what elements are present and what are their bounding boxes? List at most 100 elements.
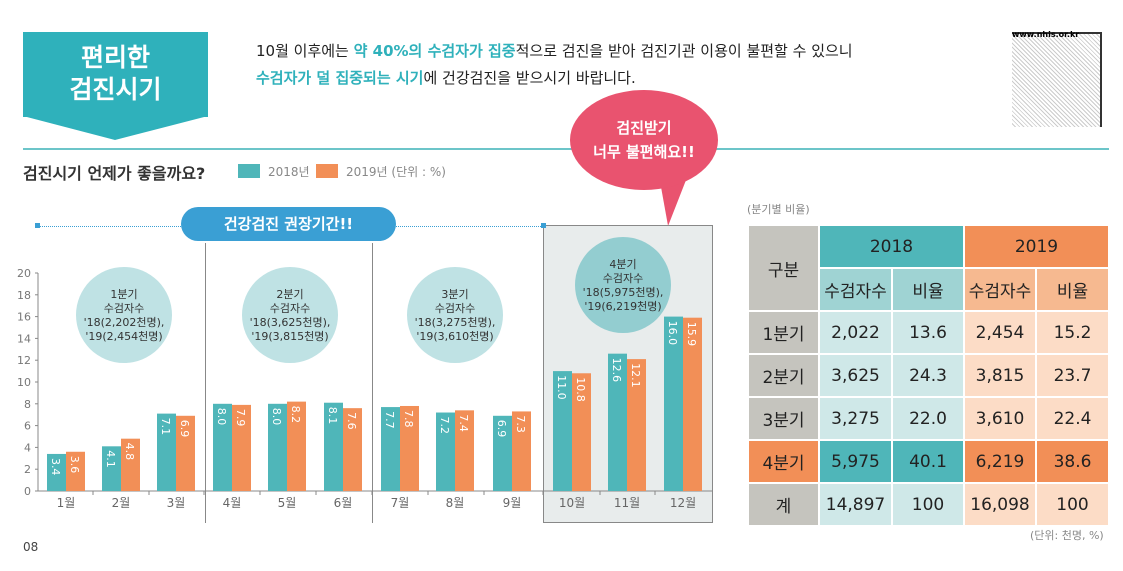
table-row: 계 14,897 100 16,098 100	[747, 482, 1110, 527]
table-cell: 15.2	[1035, 310, 1110, 355]
bar-value-label: 4.1	[104, 450, 117, 468]
bar-value-label: 7.6	[345, 412, 358, 430]
legend-swatch-2019	[316, 164, 338, 178]
y-tick-label: 2	[24, 463, 31, 476]
bar-value-label: 8.0	[215, 408, 228, 426]
table-row: 2분기 3,625 24.3 3,815 23.7	[747, 353, 1110, 398]
speech-line1: 검진받기	[616, 119, 672, 137]
x-tick-label: 3월	[167, 496, 186, 510]
table-cell: 5,975	[818, 439, 893, 484]
bubble-text: 수검자수	[269, 302, 311, 315]
legend-label-2019: 2019년 (단위 : %)	[346, 165, 446, 179]
y-tick-label: 16	[17, 311, 31, 324]
bubble-text: '19(3,815천명)	[251, 330, 329, 343]
y-tick-label: 0	[24, 485, 31, 498]
bar-2019	[572, 373, 591, 491]
bubble-text: '19(2,454천명)	[85, 330, 163, 343]
y-tick-label: 6	[24, 420, 31, 433]
table-cell: 6,219	[963, 439, 1037, 484]
bar-2019	[512, 411, 531, 491]
bar-value-label: 12.1	[629, 363, 642, 388]
recommended-period-label: 건강검진 권장기간!!	[181, 207, 396, 241]
table-cell: 23.7	[1035, 353, 1110, 398]
row-label: 계	[747, 482, 820, 527]
section-title-line1: 편리한	[80, 43, 150, 72]
bar-value-label: 16.0	[666, 321, 679, 346]
bar-value-label: 8.1	[326, 407, 339, 425]
subheader: 수검자수	[818, 267, 893, 312]
bubble-text: 수검자수	[602, 272, 644, 285]
bar-value-label: 6.9	[178, 420, 191, 438]
bubble-text: 4분기	[609, 258, 637, 271]
table-row: 4분기 5,975 40.1 6,219 38.6	[747, 439, 1110, 484]
intro-text-part: 에 건강검진을 받으시기 바랍니다.	[423, 69, 636, 87]
subheader: 비율	[1035, 267, 1110, 312]
bar-2018	[608, 353, 627, 491]
bar-value-label: 8.0	[270, 408, 283, 426]
table-caption: (분기별 비율)	[747, 203, 810, 216]
bar-2019	[343, 408, 362, 491]
bar-value-label: 8.2	[289, 406, 302, 424]
bubble-text: '18(3,625천명),	[249, 316, 331, 329]
quarter-divider	[205, 243, 206, 523]
bar-2018	[157, 413, 176, 491]
bubble-text: 2분기	[276, 288, 304, 301]
qr-code[interactable]	[1012, 32, 1102, 127]
bar-2018	[47, 453, 66, 491]
bar-2018	[436, 412, 455, 491]
bubble-text: '19(6,219천명)	[584, 300, 662, 313]
row-label: 4분기	[747, 439, 820, 484]
quarter-bubble-2: 2분기 수검자수 '18(3,625천명), '19(3,815천명)	[242, 267, 338, 363]
bar-2019	[121, 438, 140, 491]
table-cell: 3,610	[963, 396, 1037, 441]
x-tick-label: 4월	[223, 496, 242, 510]
y-tick-label: 20	[17, 267, 31, 280]
y-tick-label: 10	[17, 376, 31, 389]
x-tick-label: 9월	[503, 496, 522, 510]
bar-value-label: 7.2	[438, 417, 451, 435]
table-cell: 3,275	[818, 396, 893, 441]
bar-2019	[287, 401, 306, 491]
table-cell: 24.3	[891, 353, 965, 398]
table-cell: 22.0	[891, 396, 965, 441]
table-cell: 40.1	[891, 439, 965, 484]
quarter-bubble-3: 3분기 수검자수 '18(3,275천명), '19(3,610천명)	[407, 267, 503, 363]
bubble-text: '18(2,202천명),	[83, 316, 165, 329]
bar-2018	[324, 402, 343, 491]
header-2019: 2019	[963, 224, 1110, 269]
bar-2018	[381, 407, 400, 491]
page-number: 08	[23, 540, 39, 554]
bar-value-label: 12.6	[610, 358, 623, 383]
bar-2018	[553, 371, 572, 491]
section-badge	[23, 32, 208, 117]
intro-text-part: 적으로 검진을 받아 검진기관 이용이 불편할 수 있으니	[515, 42, 853, 60]
bar-2018	[664, 316, 683, 491]
intro-text-part: 10월 이후에는	[256, 42, 354, 60]
quarterly-table: 구분 2018 2019 수검자수 비율 수검자수 비율 1분기 2,022 13.6 2,45…	[747, 224, 1110, 527]
x-tick-label: 12월	[670, 496, 696, 510]
bar-2019	[232, 404, 251, 491]
x-tick-label: 7월	[391, 496, 410, 510]
bar-value-label: 10.8	[574, 377, 587, 402]
quarter-bubble-1: 1분기 수검자수 '18(2,202천명), '19(2,454천명)	[76, 267, 172, 363]
period-marker	[35, 223, 40, 228]
bar-2018	[213, 403, 232, 491]
subheader: 수검자수	[963, 267, 1037, 312]
table-cell: 38.6	[1035, 439, 1110, 484]
section-badge-arrow	[23, 116, 208, 140]
bubble-text: '18(5,975천명),	[582, 286, 664, 299]
row-label: 2분기	[747, 353, 820, 398]
bar-2019	[66, 451, 85, 491]
qr-url: www.nhis.or.kr	[1012, 30, 1080, 39]
quarter-bubble-4: 4분기 수검자수 '18(5,975천명), '19(6,219천명)	[575, 237, 671, 333]
section-title: 편리한 검진시기	[23, 42, 208, 106]
bar-value-label: 6.9	[495, 420, 508, 438]
x-tick-label: 8월	[446, 496, 465, 510]
x-tick-label: 2월	[112, 496, 131, 510]
speech-line2: 너무 불편해요!!	[593, 143, 695, 161]
bubble-text: 수검자수	[434, 302, 476, 315]
intro-text: 10월 이후에는 약 40%의 수검자가 집중적으로 검진을 받아 검진기관 이…	[256, 38, 853, 92]
bar-value-label: 3.6	[68, 456, 81, 474]
y-tick-label: 18	[17, 289, 31, 302]
